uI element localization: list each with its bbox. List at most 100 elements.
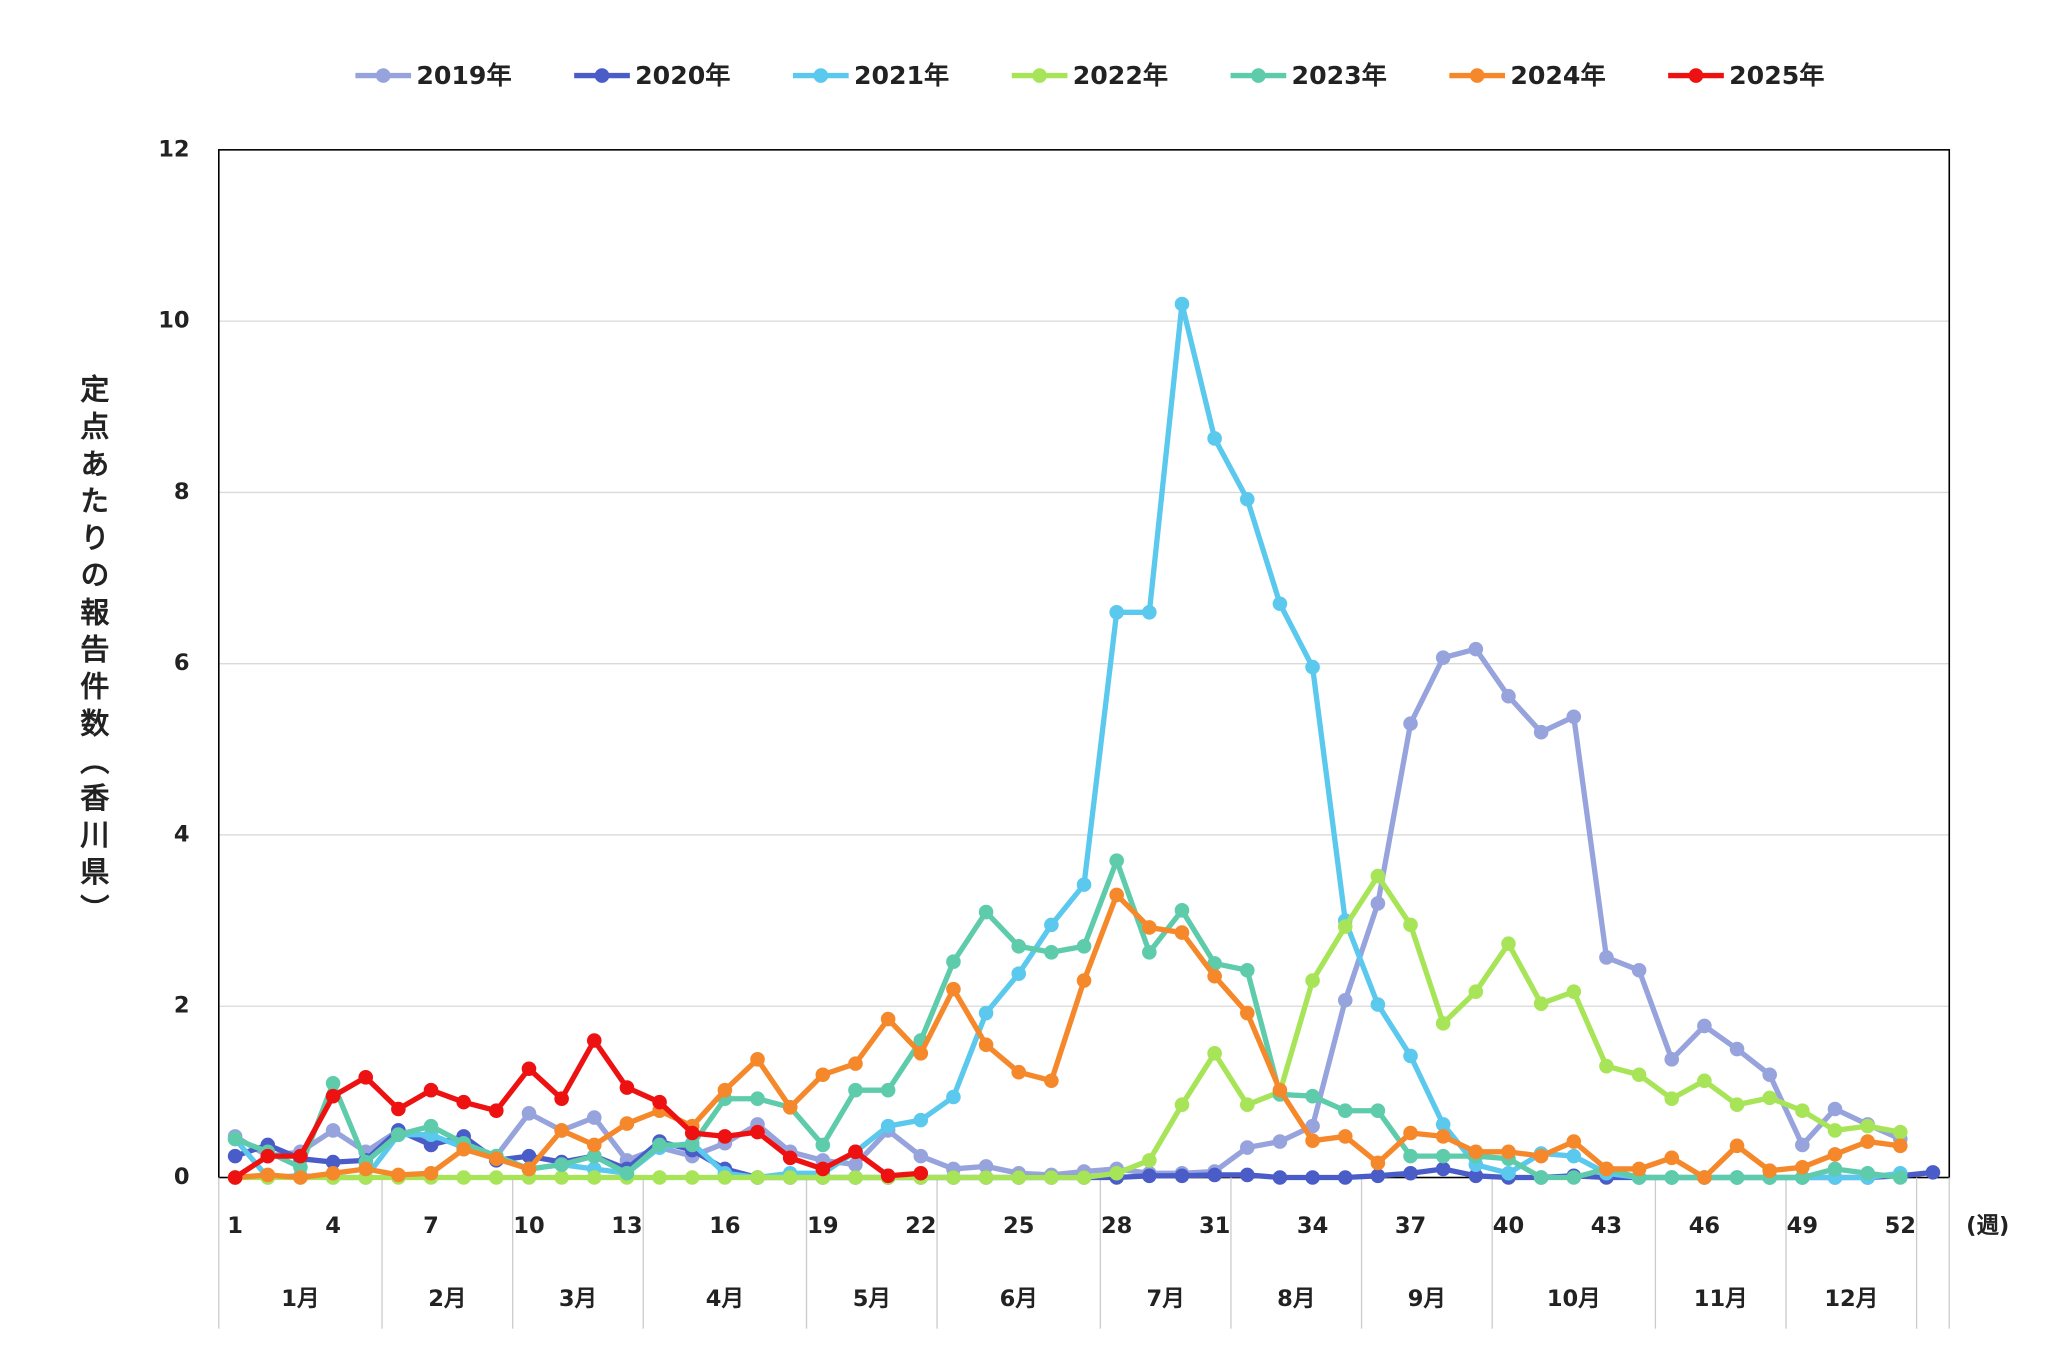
data-point bbox=[815, 1161, 831, 1177]
legend-label: 2024年 bbox=[1510, 61, 1605, 90]
data-point bbox=[1109, 887, 1124, 903]
data-point bbox=[652, 1094, 667, 1110]
data-point bbox=[586, 1033, 602, 1048]
x-tick-label: 40 bbox=[1493, 1213, 1524, 1239]
data-point bbox=[848, 1082, 863, 1098]
data-point bbox=[1272, 1082, 1288, 1098]
data-point bbox=[1370, 1155, 1386, 1171]
data-point bbox=[260, 1148, 276, 1164]
data-point bbox=[880, 1011, 896, 1027]
month-label: 8月 bbox=[1277, 1286, 1315, 1312]
data-point bbox=[1729, 1170, 1745, 1185]
data-point bbox=[913, 1112, 929, 1128]
data-point bbox=[1468, 1168, 1484, 1184]
data-point bbox=[1697, 1018, 1712, 1034]
data-point bbox=[423, 1137, 439, 1153]
data-point bbox=[586, 1110, 602, 1125]
data-point bbox=[1664, 1091, 1680, 1107]
data-point bbox=[227, 1131, 243, 1147]
data-point bbox=[1337, 1170, 1353, 1185]
data-point bbox=[1501, 688, 1516, 704]
data-point bbox=[1403, 1125, 1418, 1141]
data-point bbox=[1370, 997, 1386, 1012]
data-point bbox=[848, 1157, 863, 1172]
data-point bbox=[1435, 1016, 1451, 1031]
data-point bbox=[913, 1148, 929, 1164]
data-point bbox=[1566, 1134, 1582, 1149]
data-point bbox=[1370, 896, 1386, 911]
data-point bbox=[1729, 1041, 1745, 1057]
data-point bbox=[1337, 1129, 1353, 1144]
data-point bbox=[848, 1144, 863, 1160]
data-point bbox=[1566, 709, 1582, 725]
data-point bbox=[293, 1148, 308, 1164]
x-tick-label: 13 bbox=[611, 1213, 642, 1239]
data-point bbox=[1109, 853, 1124, 868]
data-point bbox=[1044, 1170, 1059, 1185]
data-point bbox=[1142, 920, 1157, 935]
data-point bbox=[1827, 1123, 1843, 1138]
data-point bbox=[1631, 1161, 1647, 1177]
data-point bbox=[358, 1161, 374, 1177]
data-point bbox=[978, 1005, 994, 1021]
data-point bbox=[325, 1088, 341, 1104]
data-point bbox=[717, 1082, 733, 1098]
data-point bbox=[586, 1148, 602, 1164]
data-point bbox=[554, 1091, 569, 1107]
data-point bbox=[1697, 1073, 1712, 1089]
data-point bbox=[260, 1167, 276, 1183]
data-point bbox=[1011, 1064, 1027, 1080]
data-point bbox=[1239, 1097, 1255, 1113]
x-tick-label: 34 bbox=[1297, 1213, 1328, 1239]
legend-label: 2023年 bbox=[1292, 61, 1387, 90]
x-tick-label: 4 bbox=[325, 1213, 341, 1239]
data-point bbox=[489, 1151, 504, 1166]
data-point bbox=[619, 1116, 635, 1131]
data-point bbox=[521, 1148, 537, 1164]
data-point bbox=[684, 1170, 700, 1185]
data-point bbox=[946, 954, 961, 969]
data-point bbox=[1109, 605, 1124, 620]
data-point bbox=[1664, 1150, 1680, 1166]
data-point bbox=[1239, 962, 1255, 978]
data-point bbox=[586, 1137, 602, 1153]
data-point bbox=[1599, 1058, 1614, 1074]
data-point bbox=[782, 1150, 798, 1166]
legend-label: 2025年 bbox=[1729, 61, 1824, 90]
data-point bbox=[1435, 1129, 1451, 1144]
legend-label: 2019年 bbox=[416, 61, 511, 90]
data-point bbox=[946, 981, 961, 997]
month-label: 2月 bbox=[428, 1286, 466, 1312]
data-point bbox=[684, 1137, 700, 1153]
data-point bbox=[782, 1099, 798, 1115]
data-point bbox=[456, 1141, 471, 1157]
data-point bbox=[1403, 716, 1418, 731]
data-point bbox=[1207, 1046, 1222, 1061]
data-point bbox=[1305, 973, 1320, 988]
data-point bbox=[1142, 605, 1157, 620]
data-point bbox=[521, 1061, 537, 1077]
month-label: 9月 bbox=[1408, 1286, 1446, 1312]
month-label: 3月 bbox=[559, 1286, 597, 1312]
data-point bbox=[1174, 903, 1190, 918]
data-point bbox=[1435, 650, 1451, 665]
data-point bbox=[227, 1148, 243, 1164]
data-point bbox=[521, 1105, 537, 1121]
data-point bbox=[1729, 1097, 1745, 1113]
data-point bbox=[1697, 1170, 1712, 1185]
legend-marker bbox=[1251, 68, 1266, 83]
data-point bbox=[358, 1070, 374, 1085]
data-point bbox=[391, 1101, 406, 1117]
data-point bbox=[1403, 1048, 1418, 1064]
data-point bbox=[1501, 1165, 1516, 1181]
data-point bbox=[1631, 1067, 1647, 1083]
y-tick-label: 12 bbox=[158, 136, 189, 162]
data-point bbox=[750, 1052, 765, 1067]
data-point bbox=[1305, 1133, 1320, 1148]
legend-marker bbox=[375, 68, 391, 83]
data-point bbox=[1174, 296, 1190, 312]
data-point bbox=[391, 1127, 406, 1142]
series-line bbox=[233, 646, 1902, 1178]
data-point bbox=[1435, 1161, 1451, 1177]
data-point bbox=[1337, 1103, 1353, 1119]
